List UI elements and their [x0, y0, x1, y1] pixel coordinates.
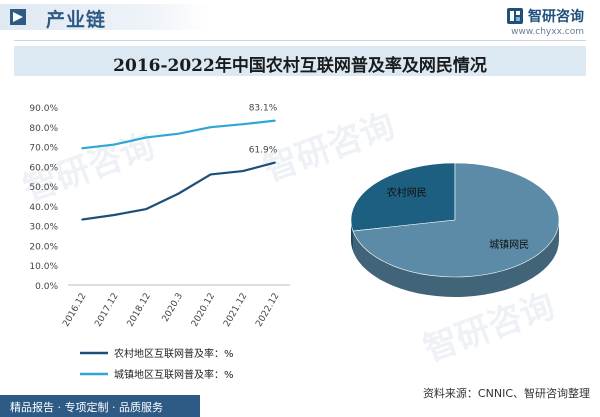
footer-tagline: 精品报告 · 专项定制 · 品质服务 — [10, 401, 163, 414]
pie-slice — [352, 162, 560, 278]
y-tick-label: 0.0% — [35, 282, 58, 292]
data-point — [242, 123, 244, 126]
pie-slice — [350, 162, 456, 232]
y-tick-label: 80.0% — [29, 124, 58, 134]
pie-slice-side — [351, 220, 353, 252]
data-point — [81, 147, 83, 150]
y-tick-label: 70.0% — [29, 144, 58, 154]
section-marker-icon — [10, 9, 26, 25]
divider — [14, 40, 586, 41]
data-point — [177, 132, 180, 135]
x-tick-label: 2016.12 — [61, 292, 88, 329]
data-point — [81, 218, 83, 221]
header: 产业链 智研咨询 www.chyxx.com — [0, 0, 600, 40]
brand-logo-icon — [507, 8, 523, 24]
section-title: 产业链 — [46, 9, 107, 31]
chart-title-box: 2016-2022年中国农村互联网普及率及网民情况 — [14, 46, 586, 76]
y-tick-label: 20.0% — [29, 242, 58, 252]
data-point — [145, 208, 148, 210]
legend-label: 城镇地区互联网普及率：% — [114, 368, 234, 381]
x-tick-label: 2020.12 — [190, 292, 217, 329]
data-point — [209, 126, 212, 128]
data-point — [113, 143, 115, 146]
pie-label: 城镇网民 — [489, 238, 529, 251]
x-tick-label: 2020.3 — [161, 292, 185, 324]
pie-slice-side — [352, 220, 559, 297]
data-point — [242, 170, 244, 172]
line-chart: 0.0% 10.0% 20.0% 30.0% 40.0% 50.0% 60.0% 70.0% 8… — [29, 104, 290, 381]
y-tick-label: 40.0% — [29, 203, 58, 213]
series-line — [81, 161, 276, 221]
data-label: 61.9% — [249, 146, 278, 156]
data-label: 83.1% — [249, 104, 278, 114]
chart-title: 2016-2022年中国农村互联网普及率及网民情况 — [113, 56, 487, 76]
x-tick-label: 2018.12 — [126, 292, 153, 329]
y-tick-label: 90.0% — [29, 104, 58, 114]
brand: 智研咨询 www.chyxx.com — [507, 6, 584, 37]
data-point — [113, 214, 115, 216]
data-point — [274, 119, 276, 122]
pie-label: 农村网民 — [387, 186, 427, 199]
y-tick-label: 10.0% — [29, 262, 58, 272]
brand-name: 智研咨询 — [528, 9, 584, 25]
y-tick-label: 50.0% — [29, 183, 58, 193]
footer-bar — [0, 395, 200, 417]
data-point — [177, 192, 180, 195]
data-point — [209, 173, 212, 176]
x-tick-label: 2021.12 — [222, 292, 249, 329]
source-note: 资料来源：CNNIC、智研咨询整理 — [422, 387, 590, 400]
footer: 精品报告 · 专项定制 · 品质服务 资料来源：CNNIC、智研咨询整理 — [0, 385, 600, 417]
brand-url: www.chyxx.com — [511, 27, 584, 37]
section-header-bar — [0, 4, 210, 30]
y-tick-label: 30.0% — [29, 223, 58, 233]
legend-label: 农村地区互联网普及率：% — [114, 347, 234, 360]
data-point — [145, 136, 148, 139]
x-tick-label: 2017.12 — [93, 292, 120, 329]
x-tick-label: 2022.12 — [254, 292, 281, 329]
data-point — [274, 161, 276, 164]
y-tick-label: 60.0% — [29, 163, 58, 173]
